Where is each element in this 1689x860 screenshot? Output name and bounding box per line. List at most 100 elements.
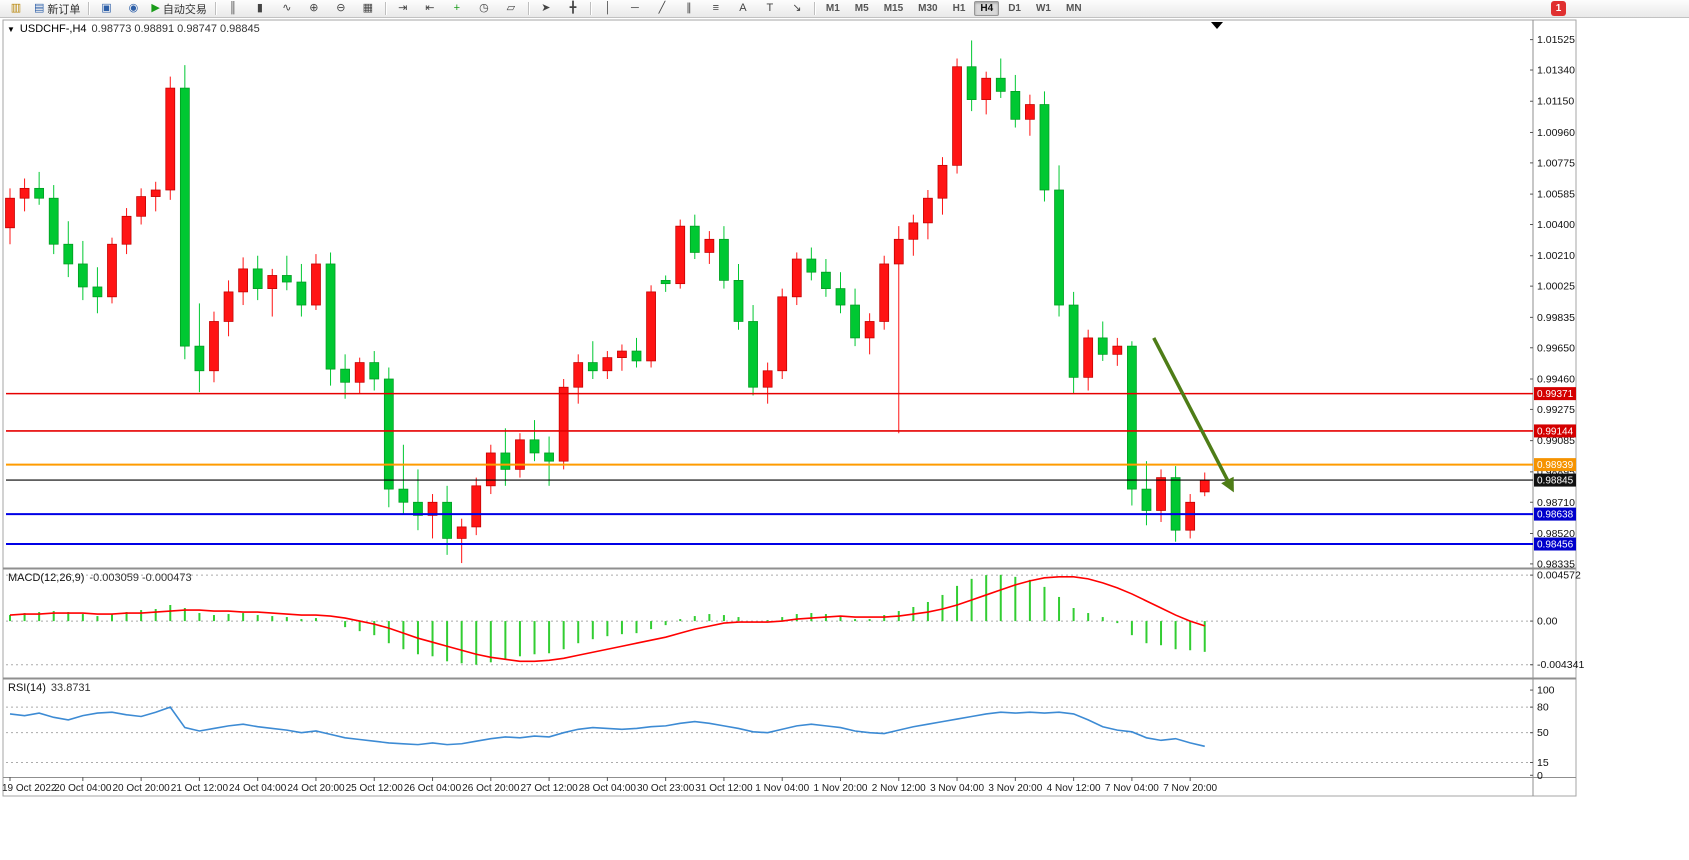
zoom-in-icon: ⊕	[309, 2, 319, 14]
macd-axis-tick: 0.00	[1537, 616, 1558, 628]
price-axis[interactable]: 1.01525 1.01340 1.01150 1.00960 1.00775 1.005…	[1530, 34, 1575, 570]
hlines-layer[interactable]: 0.99371 0.99144 0.98939 0.98845 0.98638 0.984…	[6, 387, 1576, 551]
fibonacci-tool-button[interactable]: ≡	[703, 0, 729, 18]
macd-panel[interactable]: 0.004572 0.00 -0.004341	[6, 570, 1584, 672]
add-indicator-button[interactable]: +	[444, 0, 470, 18]
sound-button[interactable]: ◉	[120, 0, 146, 18]
date-tick-label: 4 Nov 12:00	[1047, 783, 1101, 794]
crosshair-button[interactable]: ╋	[560, 0, 586, 18]
rsi-axis-tick: 50	[1537, 727, 1549, 739]
price-level-badge	[1534, 387, 1576, 401]
zoom-in-button[interactable]: ⊕	[301, 0, 327, 18]
price-tick: 0.99275	[1537, 404, 1575, 416]
price-tick: 0.98335	[1537, 558, 1575, 570]
arrow-tool-icon: ↘	[792, 2, 802, 14]
chart-shift-icon: ⇤	[425, 2, 435, 14]
candles-chart-type-button[interactable]: ▮	[247, 0, 273, 18]
price-level-badge	[1534, 507, 1576, 521]
label-tool-button[interactable]: T	[757, 0, 783, 18]
timeframe-D1[interactable]: D1	[1008, 3, 1021, 14]
arrow-tool-button[interactable]: ↘	[784, 0, 810, 18]
objects-list-icon: ▱	[506, 2, 516, 14]
new-order-label: 新订单	[47, 3, 81, 16]
tile-windows-icon: ▦	[362, 2, 374, 14]
timeframe-M15[interactable]: M15	[883, 3, 904, 14]
svg-text:0.98456: 0.98456	[1537, 540, 1574, 551]
zoom-out-icon: ⊖	[336, 2, 346, 14]
auto-trading-icon: ▶	[151, 2, 160, 14]
channel-tool-icon: ∥	[686, 2, 692, 14]
candles-chart-type-icon: ▮	[256, 2, 263, 14]
date-tick-label: 3 Nov 20:00	[988, 783, 1042, 794]
charts-window-icon: ▣	[101, 2, 112, 14]
objects-list-button[interactable]: ▱	[498, 0, 524, 18]
macd-name: MACD(12,26,9)	[8, 572, 85, 584]
rsi-name: RSI(14)	[8, 682, 46, 694]
tile-windows-button[interactable]: ▦	[355, 0, 381, 18]
period-clock-button[interactable]: ◷	[471, 0, 497, 18]
timeframe-M30[interactable]: M30	[918, 3, 938, 14]
price-tick: 0.98710	[1537, 497, 1575, 509]
auto-scroll-button[interactable]: ⇥	[390, 0, 416, 18]
price-tick: 1.01150	[1537, 96, 1574, 108]
date-tick-label: 7 Nov 20:00	[1163, 783, 1217, 794]
new-chart-icon: ▥	[10, 2, 22, 14]
rsi-axis-tick: 80	[1537, 702, 1549, 714]
chart-shift-marker[interactable]	[1211, 22, 1223, 29]
channel-tool-button[interactable]: ∥	[676, 0, 702, 18]
timeframe-W1[interactable]: W1	[1035, 3, 1051, 14]
date-tick-label: 20 Oct 04:00	[54, 783, 112, 794]
toolbar-separator	[589, 2, 591, 15]
toolbar-separator	[214, 2, 216, 15]
macd-axis-tick: 0.004572	[1537, 570, 1581, 582]
timeframe-M5[interactable]: M5	[854, 3, 869, 14]
bars-chart-type-icon: ║	[228, 2, 237, 14]
charts-window-button[interactable]: ▣	[93, 0, 119, 18]
timeframe-MN[interactable]: MN	[1065, 3, 1082, 14]
price-tick: 1.00585	[1537, 189, 1575, 201]
toolbar-separator	[88, 2, 90, 15]
rsi-panel[interactable]: 100 80 50 150	[6, 685, 1555, 782]
candles-layer[interactable]	[5, 40, 1210, 564]
date-tick-label: 25 Oct 12:00	[346, 783, 404, 794]
text-tool-icon: A	[739, 2, 747, 14]
chart-header: ▼ USDCHF-,H4 0.98773 0.98891 0.98747 0.988…	[7, 23, 260, 35]
bars-chart-type-button[interactable]: ║	[220, 0, 246, 18]
rsi-value: 33.8731	[50, 682, 91, 694]
vertical-line-tool-button[interactable]: │	[595, 0, 621, 18]
notification-badge[interactable]: 1	[1551, 1, 1566, 16]
new-order-button[interactable]: ▤ 新订单	[30, 0, 84, 18]
timeframe-M1[interactable]: M1	[825, 3, 840, 14]
auto-trading-button[interactable]: ▶ 自动交易	[147, 0, 210, 18]
svg-text:0.99371: 0.99371	[1537, 389, 1574, 400]
sound-icon: ◉	[128, 2, 139, 14]
price-tick: 0.99650	[1537, 342, 1575, 354]
svg-text:0.98638: 0.98638	[1537, 510, 1574, 521]
price-tick: 0.99460	[1537, 373, 1575, 385]
svg-text:0.98845: 0.98845	[1537, 476, 1574, 487]
trend-arrow-annotation[interactable]	[1152, 337, 1234, 493]
one-click-collapse-icon[interactable]: ▼	[7, 25, 15, 34]
price-level-badge	[1534, 473, 1576, 487]
zoom-out-button[interactable]: ⊖	[328, 0, 354, 18]
line-chart-type-button[interactable]: ∿	[274, 0, 300, 18]
horizontal-line-tool-button[interactable]: ─	[622, 0, 648, 18]
new-chart-button[interactable]: ▥	[3, 0, 29, 18]
timeframe-H4[interactable]: H4	[974, 1, 1000, 16]
timeframe-H1[interactable]: H1	[952, 3, 966, 14]
date-tick-label: 20 Oct 20:00	[112, 783, 170, 794]
cursor-icon: ➤	[541, 2, 551, 14]
macd-values: -0.003059 -0.000473	[89, 572, 192, 584]
rsi-indicator-label: RSI(14) 33.8731	[8, 682, 91, 694]
cursor-button[interactable]: ➤	[533, 0, 559, 18]
trendline-tool-button[interactable]: ╱	[649, 0, 675, 18]
date-tick-label: 3 Nov 04:00	[930, 783, 984, 794]
price-tick: 1.00960	[1537, 127, 1575, 139]
chart-shift-button[interactable]: ⇤	[417, 0, 443, 18]
text-tool-button[interactable]: A	[730, 0, 756, 18]
price-tick: 1.00775	[1537, 157, 1575, 169]
fibonacci-tool-icon: ≡	[712, 2, 720, 14]
price-level-badge	[1534, 458, 1576, 472]
